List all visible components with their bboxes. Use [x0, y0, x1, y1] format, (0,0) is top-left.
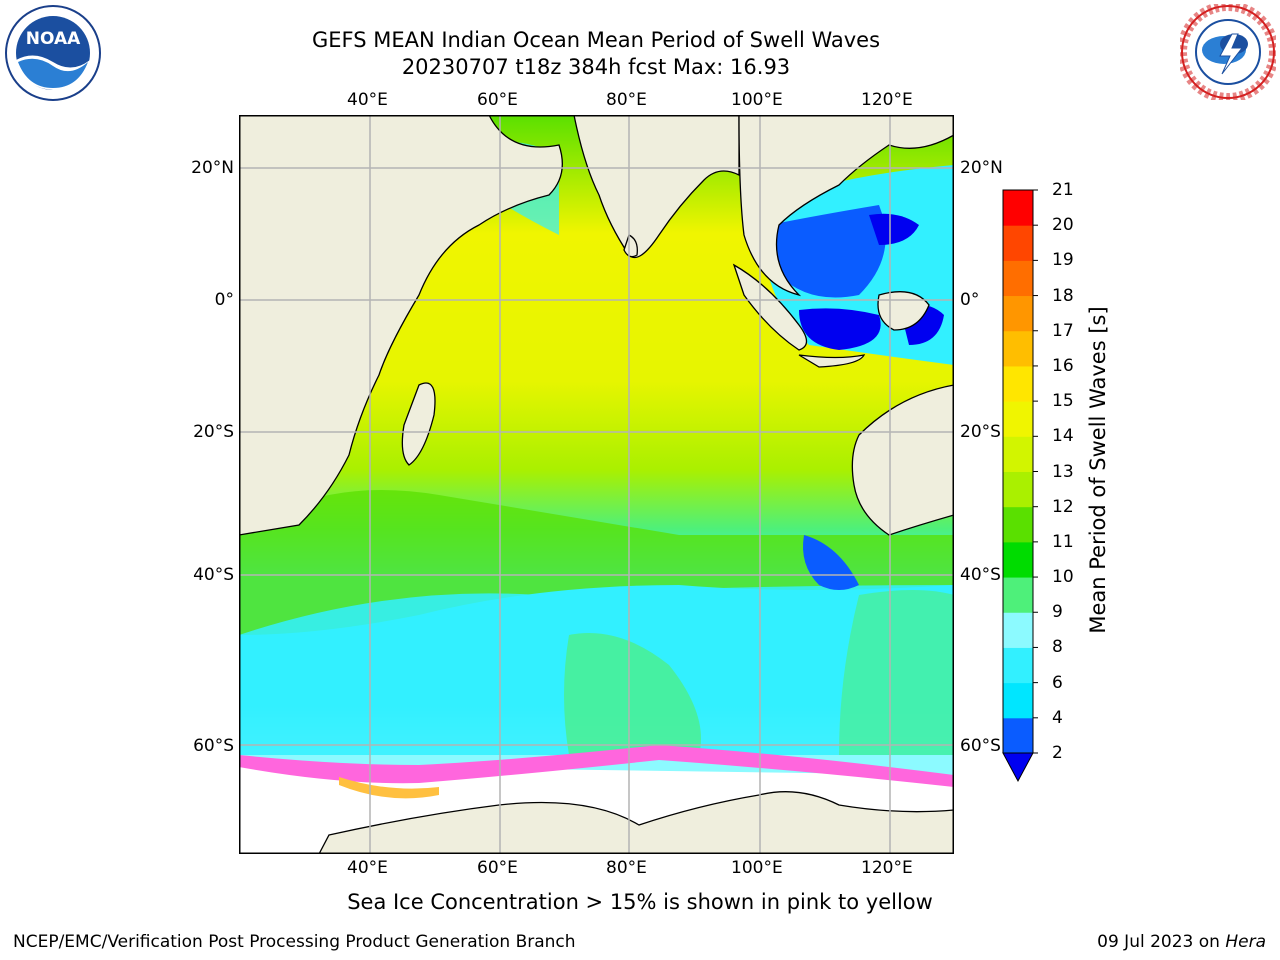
colorbar-tick-label: 16	[1052, 355, 1074, 376]
swell-blue-patch-2	[799, 308, 881, 350]
colorbar-segment	[1003, 225, 1033, 261]
colorbar-segment	[1003, 330, 1033, 367]
colorbar-tick-label: 19	[1052, 250, 1074, 271]
land-sumatra	[732, 263, 808, 351]
colorbar-tick-label: 21	[1052, 180, 1074, 200]
lat-tick-left-20n: 20°N	[191, 158, 234, 178]
lon-tick-top-100e: 100°E	[731, 90, 783, 110]
colorbar-tick-label: 6	[1052, 672, 1063, 693]
lat-tick-right-60s: 60°S	[960, 736, 1001, 756]
lon-tick-bottom-80e: 80°E	[606, 858, 647, 878]
swell-blue-patch-1	[769, 205, 886, 298]
colorbar-extend-triangle	[1002, 752, 1034, 783]
lon-tick-bottom-120e: 120°E	[861, 858, 913, 878]
colorbar-tick-label: 20	[1052, 215, 1074, 236]
swell-blue-patch-4	[869, 213, 919, 245]
map-panel	[239, 115, 954, 854]
land-australia	[851, 384, 954, 536]
colorbar-segment	[1003, 577, 1033, 613]
colorbar-segment	[1003, 365, 1033, 402]
lat-tick-left-0: 0°	[214, 290, 234, 310]
colorbar	[1002, 189, 1038, 783]
land-sri-lanka	[623, 234, 638, 258]
footer-system: Hera	[1225, 932, 1266, 952]
colorbar-tick-label: 14	[1052, 426, 1074, 447]
lat-tick-right-40s: 40°S	[960, 565, 1001, 585]
colorbar-segment	[1003, 401, 1033, 437]
colorbar-segment	[1003, 612, 1033, 648]
colorbar-title: Mean Period of Swell Waves [s]	[1086, 306, 1110, 634]
colorbar-tick-label: 12	[1052, 496, 1074, 517]
colorbar-segment	[1003, 682, 1033, 719]
colorbar-tick-label: 9	[1052, 602, 1063, 623]
lon-tick-top-40e: 40°E	[347, 90, 388, 110]
swell-blue-patch-5	[803, 535, 859, 590]
footer-date-text: 09 Jul 2023 on	[1097, 932, 1226, 952]
land-africa-arabia	[239, 115, 563, 536]
map-frame	[239, 115, 954, 854]
colorbar-tick-label: 10	[1052, 567, 1074, 588]
colorbar-tick-label: 13	[1052, 461, 1074, 482]
sea-ice-band	[239, 745, 954, 787]
colorbar-segment	[1003, 506, 1033, 543]
lon-tick-bottom-40e: 40°E	[347, 858, 388, 878]
colorbar-tick-label: 2	[1052, 743, 1063, 763]
lat-tick-left-40s: 40°S	[193, 565, 234, 585]
colorbar-segment	[1003, 436, 1033, 472]
map-gridlines	[239, 115, 954, 854]
colorbar-tick-label: 4	[1052, 707, 1063, 728]
noaa-logo-text: NOAA	[26, 29, 81, 49]
colorbar-segment	[1003, 717, 1033, 754]
lon-tick-top-60e: 60°E	[477, 90, 518, 110]
sea-ice-caption: Sea Ice Concentration > 15% is shown in …	[347, 890, 933, 914]
land-borneo	[877, 291, 930, 331]
noaa-logo: NOAA	[5, 5, 101, 101]
lat-tick-right-20n: 20°N	[960, 158, 1003, 178]
land-java	[798, 354, 866, 368]
lon-tick-top-80e: 80°E	[606, 90, 647, 110]
swell-green-patch-south	[564, 633, 701, 755]
lat-tick-left-60s: 60°S	[193, 736, 234, 756]
lon-tick-bottom-100e: 100°E	[731, 858, 783, 878]
colorbar-segment	[1003, 471, 1033, 508]
land-antarctica	[318, 791, 954, 854]
colorbar-tick-label: 8	[1052, 637, 1063, 658]
footer-credit: NCEP/EMC/Verification Post Processing Pr…	[13, 932, 576, 952]
sea-ice-edge	[339, 777, 439, 799]
colorbar-tick-label: 11	[1052, 531, 1074, 552]
lat-tick-left-20s: 20°S	[193, 422, 234, 442]
chart-subtitle: 20230707 t18z 384h fcst Max: 16.93	[401, 55, 791, 79]
colorbar-tick-label: 15	[1052, 391, 1074, 412]
lon-tick-bottom-60e: 60°E	[477, 858, 518, 878]
colorbar-segment	[1003, 647, 1033, 684]
footer-date: 09 Jul 2023 on Hera	[1097, 932, 1266, 952]
lon-tick-top-120e: 120°E	[861, 90, 913, 110]
colorbar-segment	[1003, 260, 1033, 297]
nws-logo	[1180, 4, 1276, 100]
chart-title: GEFS MEAN Indian Ocean Mean Period of Sw…	[311, 28, 881, 52]
lat-tick-right-0: 0°	[960, 290, 980, 310]
colorbar-segment	[1003, 541, 1033, 578]
swell-green-patch-east	[839, 590, 954, 755]
colorbar-tick-label: 17	[1052, 320, 1074, 341]
land-india	[573, 115, 740, 259]
land-madagascar	[401, 382, 436, 466]
colorbar-tick-label: 18	[1052, 285, 1074, 306]
lat-tick-right-20s: 20°S	[960, 422, 1001, 442]
colorbar-segment	[1003, 295, 1033, 332]
colorbar-segment	[1003, 190, 1033, 226]
